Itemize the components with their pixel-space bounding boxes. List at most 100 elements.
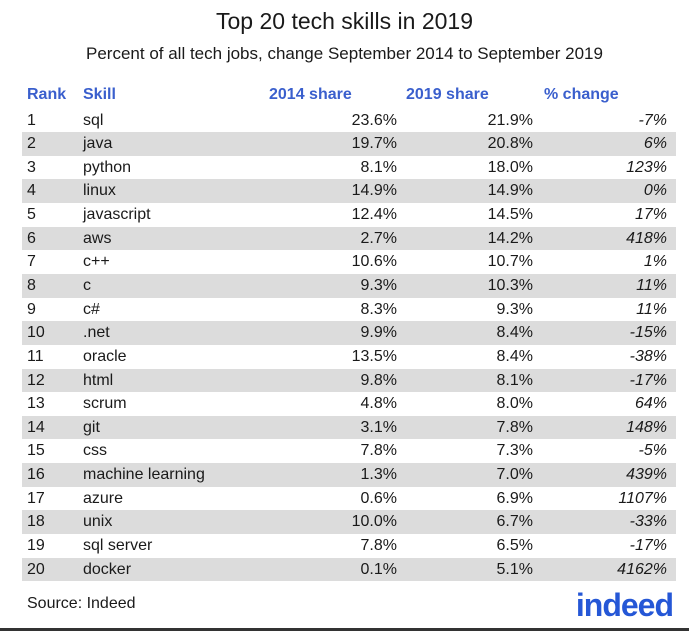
skill-cell: java <box>83 135 113 153</box>
skill-cell: .net <box>83 324 110 342</box>
skill-cell: linux <box>83 182 116 200</box>
share-2019-cell: 10.3% <box>487 276 533 294</box>
share-2019-cell: 14.2% <box>487 229 533 247</box>
rank-cell: 15 <box>27 442 45 460</box>
share-2019-cell: 10.7% <box>487 253 533 271</box>
skill-cell: oracle <box>83 347 127 365</box>
share-2014-cell: 7.8% <box>360 537 397 555</box>
skill-cell: sql <box>83 111 104 129</box>
share-2014-cell: 10.6% <box>351 253 397 271</box>
share-2019-cell: 8.4% <box>496 324 533 342</box>
share-2019-cell: 7.0% <box>496 466 533 484</box>
share-2014-cell: 8.1% <box>360 158 397 176</box>
share-2014-cell: 13.5% <box>351 347 397 365</box>
skill-cell: aws <box>83 229 112 247</box>
rank-cell: 2 <box>27 135 36 153</box>
table-row: 4 linux 14.9% 14.9% 0% <box>22 179 676 204</box>
share-2019-cell: 14.9% <box>487 182 533 200</box>
table-subtitle: Percent of all tech jobs, change Septemb… <box>86 44 603 63</box>
pct-change-cell: 418% <box>626 229 667 247</box>
pct-change-cell: 439% <box>626 466 667 484</box>
skill-cell: docker <box>83 560 132 578</box>
pct-change-cell: 1% <box>643 253 667 271</box>
pct-change-cell: 148% <box>626 418 667 436</box>
table-row: 19 sql server 7.8% 6.5% -17% <box>22 534 676 558</box>
skill-cell: html <box>83 371 114 389</box>
pct-change-cell: 1107% <box>618 489 667 507</box>
share-2014-cell: 0.1% <box>360 560 397 578</box>
share-2014-cell: 2.7% <box>360 229 397 247</box>
pct-change-cell: 123% <box>626 158 667 176</box>
rank-cell: 8 <box>27 276 36 294</box>
skill-cell: css <box>83 442 107 460</box>
rank-cell: 12 <box>27 371 45 389</box>
rank-cell: 9 <box>27 300 36 318</box>
share-2019-cell: 9.3% <box>496 300 533 318</box>
table-row: 12 html 9.8% 8.1% -17% <box>22 368 676 393</box>
table-body: 1 sql 23.6% 21.9% -7% 2 java 19.7% 20.8% 6% 3 pytho… <box>22 109 676 582</box>
rank-cell: 14 <box>27 418 45 436</box>
pct-change-cell: 4162% <box>617 560 667 578</box>
rank-cell: 3 <box>27 158 36 176</box>
table-row: 16 machine learning 1.3% 7.0% 439% <box>22 463 676 487</box>
share-2014-cell: 0.6% <box>360 489 397 507</box>
bottom-border <box>0 628 689 631</box>
skill-cell: unix <box>83 513 113 531</box>
share-2014-cell: 12.4% <box>351 206 397 224</box>
header-2014-share: 2014 share <box>269 86 352 103</box>
share-2014-cell: 14.9% <box>351 182 397 200</box>
pct-change-cell: -17% <box>629 371 667 389</box>
pct-change-cell: -15% <box>629 324 667 342</box>
indeed-logo: indeed <box>575 587 674 623</box>
rank-cell: 1 <box>27 111 36 129</box>
skill-cell: javascript <box>83 206 151 224</box>
table-row: 5 javascript 12.4% 14.5% 17% <box>22 203 676 227</box>
share-2014-cell: 3.1% <box>360 418 397 436</box>
table-row: 3 python 8.1% 18.0% 123% <box>22 156 676 180</box>
header-2019-share: 2019 share <box>406 86 489 103</box>
share-2019-cell: 14.5% <box>487 206 533 224</box>
table-row: 1 sql 23.6% 21.9% -7% <box>22 109 676 133</box>
table-row: 9 c# 8.3% 9.3% 11% <box>22 298 676 322</box>
share-2019-cell: 18.0% <box>487 158 533 176</box>
pct-change-cell: 6% <box>643 135 667 153</box>
share-2014-cell: 23.6% <box>351 111 397 129</box>
pct-change-cell: -5% <box>638 442 667 460</box>
share-2019-cell: 8.4% <box>496 347 533 365</box>
share-2019-cell: 7.8% <box>496 418 533 436</box>
pct-change-cell: -7% <box>638 111 667 129</box>
skill-cell: python <box>83 158 132 176</box>
pct-change-cell: 64% <box>634 395 667 413</box>
share-2014-cell: 10.0% <box>351 513 397 531</box>
pct-change-cell: 0% <box>643 182 667 200</box>
share-2019-cell: 20.8% <box>487 135 533 153</box>
share-2019-cell: 6.9% <box>496 489 533 507</box>
share-2014-cell: 8.3% <box>360 300 397 318</box>
share-2014-cell: 1.3% <box>360 466 397 484</box>
source-note: Source: Indeed <box>27 595 136 612</box>
header-skill: Skill <box>83 86 116 103</box>
rank-cell: 19 <box>27 537 45 555</box>
table-row: 8 c 9.3% 10.3% 11% <box>22 273 676 298</box>
skill-cell: c++ <box>83 253 110 271</box>
table-row: 17 azure 0.6% 6.9% 1107% <box>22 487 676 511</box>
rank-cell: 11 <box>27 347 44 365</box>
skill-cell: scrum <box>83 395 127 413</box>
skill-cell: git <box>83 418 100 436</box>
share-2014-cell: 9.9% <box>360 324 397 342</box>
skill-cell: c# <box>83 300 100 318</box>
skill-cell: sql server <box>83 537 153 555</box>
rank-cell: 5 <box>27 206 36 224</box>
rank-cell: 16 <box>27 466 45 484</box>
table-row: 7 c++ 10.6% 10.7% 1% <box>22 250 676 274</box>
pct-change-cell: -17% <box>629 537 667 555</box>
table-row: 18 unix 10.0% 6.7% -33% <box>22 510 676 535</box>
pct-change-cell: 11% <box>636 300 667 318</box>
share-2019-cell: 5.1% <box>496 560 533 578</box>
table-row: 14 git 3.1% 7.8% 148% <box>22 415 676 440</box>
rank-cell: 10 <box>27 324 45 342</box>
share-2019-cell: 21.9% <box>487 111 533 129</box>
rank-cell: 4 <box>27 182 36 200</box>
share-2014-cell: 4.8% <box>360 395 397 413</box>
share-2014-cell: 7.8% <box>360 442 397 460</box>
